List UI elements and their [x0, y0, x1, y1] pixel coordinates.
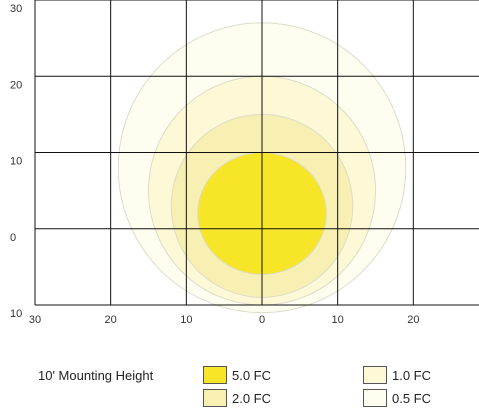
legend-item-05fc: 0.5 FC — [363, 389, 431, 407]
legend-label-05fc: 0.5 FC — [392, 390, 432, 406]
legend-swatch-5fc — [203, 366, 227, 384]
legend: 10' Mounting Height 5.0 FC 2.0 FC 1.0 FC… — [0, 360, 479, 413]
legend-swatch-1fc — [363, 366, 387, 384]
y-tick-label: 0 — [10, 232, 16, 244]
legend-swatch-2fc — [203, 389, 227, 407]
x-tick-label: 20 — [407, 314, 419, 326]
y-tick-label: 20 — [10, 79, 22, 91]
y-tick-label: 30 — [10, 3, 22, 15]
y-tick-label: 10 — [10, 308, 22, 320]
mounting-height-label: 10' Mounting Height — [38, 368, 154, 383]
x-tick-label: 10 — [180, 314, 192, 326]
x-tick-label: 20 — [105, 314, 117, 326]
legend-label-1fc: 1.0 FC — [392, 367, 432, 383]
legend-label-5fc: 5.0 FC — [232, 367, 272, 383]
legend-item-1fc: 1.0 FC — [363, 366, 431, 384]
legend-item-5fc: 5.0 FC — [203, 366, 271, 384]
x-tick-label: 0 — [259, 314, 265, 326]
x-tick-label: 30 — [29, 314, 41, 326]
y-tick-label: 10 — [10, 156, 22, 168]
grid-layer — [34, 0, 479, 306]
isofootcandle-plot: 3020100102030302010010 — [10, 0, 479, 326]
tick-labels: 3020100102030302010010 — [10, 3, 419, 326]
legend-swatch-05fc — [363, 389, 387, 407]
legend-item-2fc: 2.0 FC — [203, 389, 271, 407]
legend-label-2fc: 2.0 FC — [232, 390, 272, 406]
x-tick-label: 10 — [332, 314, 344, 326]
